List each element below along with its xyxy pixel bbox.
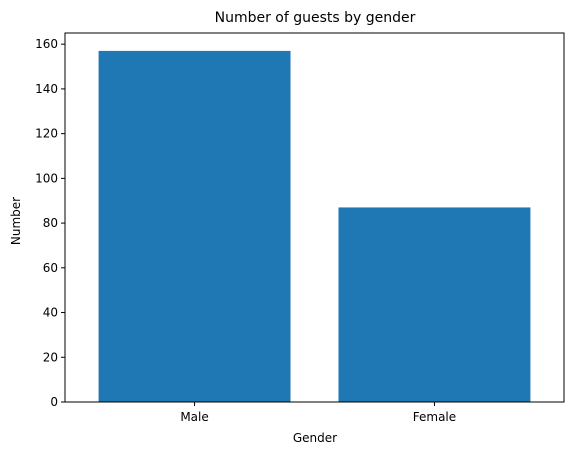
plot-frame: [64, 32, 565, 403]
y-tick-label: 140: [35, 82, 58, 96]
y-axis-ticks: 0 20 40 60 80 100 120 140 160: [35, 37, 65, 409]
bar-male: [98, 50, 291, 403]
y-tick-label: 60: [43, 261, 58, 275]
y-tick-label: 0: [50, 395, 58, 409]
x-axis-ticks: Male Female: [180, 402, 456, 424]
y-tick-label: 160: [35, 37, 58, 51]
x-axis-label: Gender: [293, 431, 337, 445]
bar-female: [338, 207, 531, 402]
chart-title: Number of guests by gender: [215, 10, 416, 26]
y-tick-label: 100: [35, 171, 58, 185]
y-tick-label: 40: [43, 306, 58, 320]
y-tick-label: 20: [43, 350, 58, 364]
x-tick-label: Female: [413, 410, 456, 424]
y-axis-label: Number: [9, 197, 23, 245]
y-tick-label: 80: [43, 216, 58, 230]
x-tick-label: Male: [180, 410, 208, 424]
y-tick-label: 120: [35, 127, 58, 141]
bars-group: [98, 50, 531, 403]
